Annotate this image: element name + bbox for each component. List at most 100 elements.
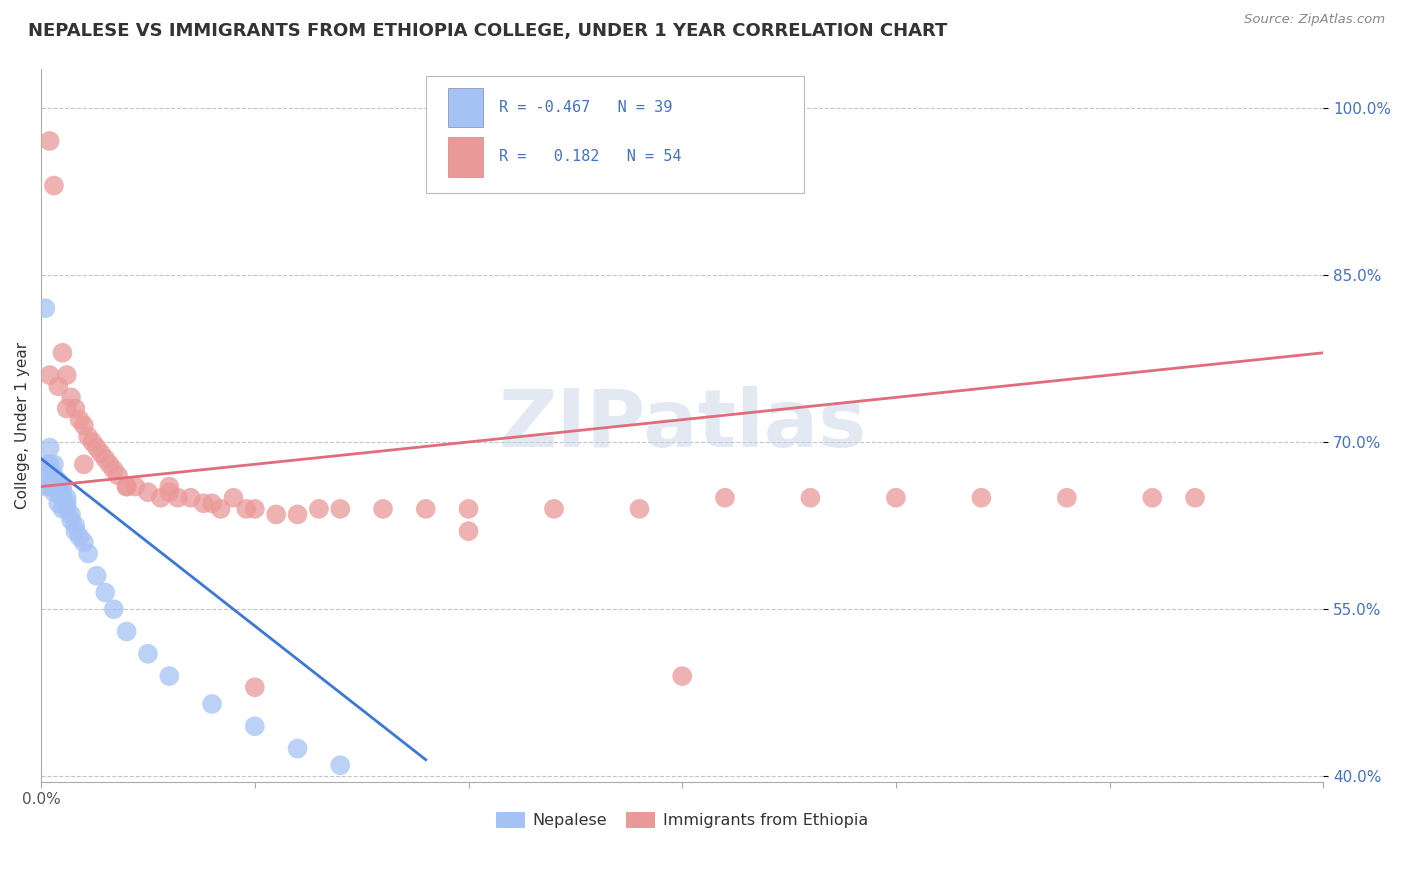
Point: [1142, 491, 1164, 505]
Point: [51, 479, 73, 493]
Point: [415, 501, 437, 516]
Text: Source: ZipAtlas.com: Source: ZipAtlas.com: [1244, 13, 1385, 27]
Point: [157, 669, 180, 683]
FancyBboxPatch shape: [447, 87, 484, 127]
Point: [287, 508, 309, 522]
Point: [180, 491, 202, 505]
Point: [243, 680, 266, 694]
Point: [167, 491, 190, 505]
Point: [124, 479, 146, 493]
Point: [884, 491, 907, 505]
Point: [65, 524, 87, 538]
Point: [157, 485, 180, 500]
Point: [34, 474, 56, 488]
Point: [235, 501, 257, 516]
Point: [103, 602, 125, 616]
Point: [42, 468, 65, 483]
Point: [1184, 491, 1206, 505]
Point: [65, 401, 87, 416]
Point: [42, 178, 65, 193]
Point: [60, 508, 83, 522]
Point: [149, 491, 172, 505]
Point: [65, 518, 87, 533]
Y-axis label: College, Under 1 year: College, Under 1 year: [15, 342, 30, 508]
Point: [82, 434, 104, 449]
Point: [671, 669, 693, 683]
Point: [42, 479, 65, 493]
Point: [55, 368, 77, 383]
Point: [193, 496, 215, 510]
Point: [38, 479, 60, 493]
Point: [38, 368, 60, 383]
Point: [73, 535, 96, 549]
Point: [107, 468, 129, 483]
Point: [970, 491, 993, 505]
Text: R =   0.182   N = 54: R = 0.182 N = 54: [499, 150, 682, 164]
Point: [543, 501, 565, 516]
Point: [329, 501, 352, 516]
Point: [46, 474, 69, 488]
Point: [55, 501, 77, 516]
Point: [51, 501, 73, 516]
Point: [243, 501, 266, 516]
Point: [69, 530, 91, 544]
Point: [308, 501, 330, 516]
Point: [73, 418, 96, 433]
Point: [77, 429, 100, 443]
Point: [51, 346, 73, 360]
Point: [77, 546, 100, 560]
Text: NEPALESE VS IMMIGRANTS FROM ETHIOPIA COLLEGE, UNDER 1 YEAR CORRELATION CHART: NEPALESE VS IMMIGRANTS FROM ETHIOPIA COL…: [28, 22, 948, 40]
Point: [329, 758, 352, 772]
Point: [34, 301, 56, 316]
Point: [115, 479, 138, 493]
Point: [55, 496, 77, 510]
Point: [38, 463, 60, 477]
Text: ZIPatlas: ZIPatlas: [498, 386, 866, 464]
Point: [86, 441, 108, 455]
Point: [222, 491, 245, 505]
Point: [34, 457, 56, 471]
Point: [264, 508, 287, 522]
Point: [94, 451, 117, 466]
Point: [94, 585, 117, 599]
Point: [799, 491, 821, 505]
Point: [55, 401, 77, 416]
Point: [209, 501, 232, 516]
Point: [201, 697, 224, 711]
Point: [38, 441, 60, 455]
Point: [38, 457, 60, 471]
Point: [42, 457, 65, 471]
Point: [51, 491, 73, 505]
Point: [457, 524, 479, 538]
Point: [46, 379, 69, 393]
Point: [371, 501, 394, 516]
Point: [115, 624, 138, 639]
Point: [1056, 491, 1078, 505]
Point: [46, 485, 69, 500]
Point: [86, 568, 108, 582]
Point: [457, 501, 479, 516]
Point: [69, 413, 91, 427]
Point: [51, 485, 73, 500]
Point: [73, 457, 96, 471]
Point: [287, 741, 309, 756]
FancyBboxPatch shape: [447, 137, 484, 177]
FancyBboxPatch shape: [426, 76, 804, 194]
Point: [136, 485, 159, 500]
Point: [60, 391, 83, 405]
Point: [628, 501, 651, 516]
Point: [34, 479, 56, 493]
Point: [55, 491, 77, 505]
Point: [42, 485, 65, 500]
Point: [115, 479, 138, 493]
Point: [157, 479, 180, 493]
Point: [98, 457, 121, 471]
Point: [714, 491, 737, 505]
Point: [136, 647, 159, 661]
Point: [46, 496, 69, 510]
Point: [103, 463, 125, 477]
Point: [90, 446, 112, 460]
Point: [38, 134, 60, 148]
Point: [201, 496, 224, 510]
Legend: Nepalese, Immigrants from Ethiopia: Nepalese, Immigrants from Ethiopia: [489, 805, 875, 835]
